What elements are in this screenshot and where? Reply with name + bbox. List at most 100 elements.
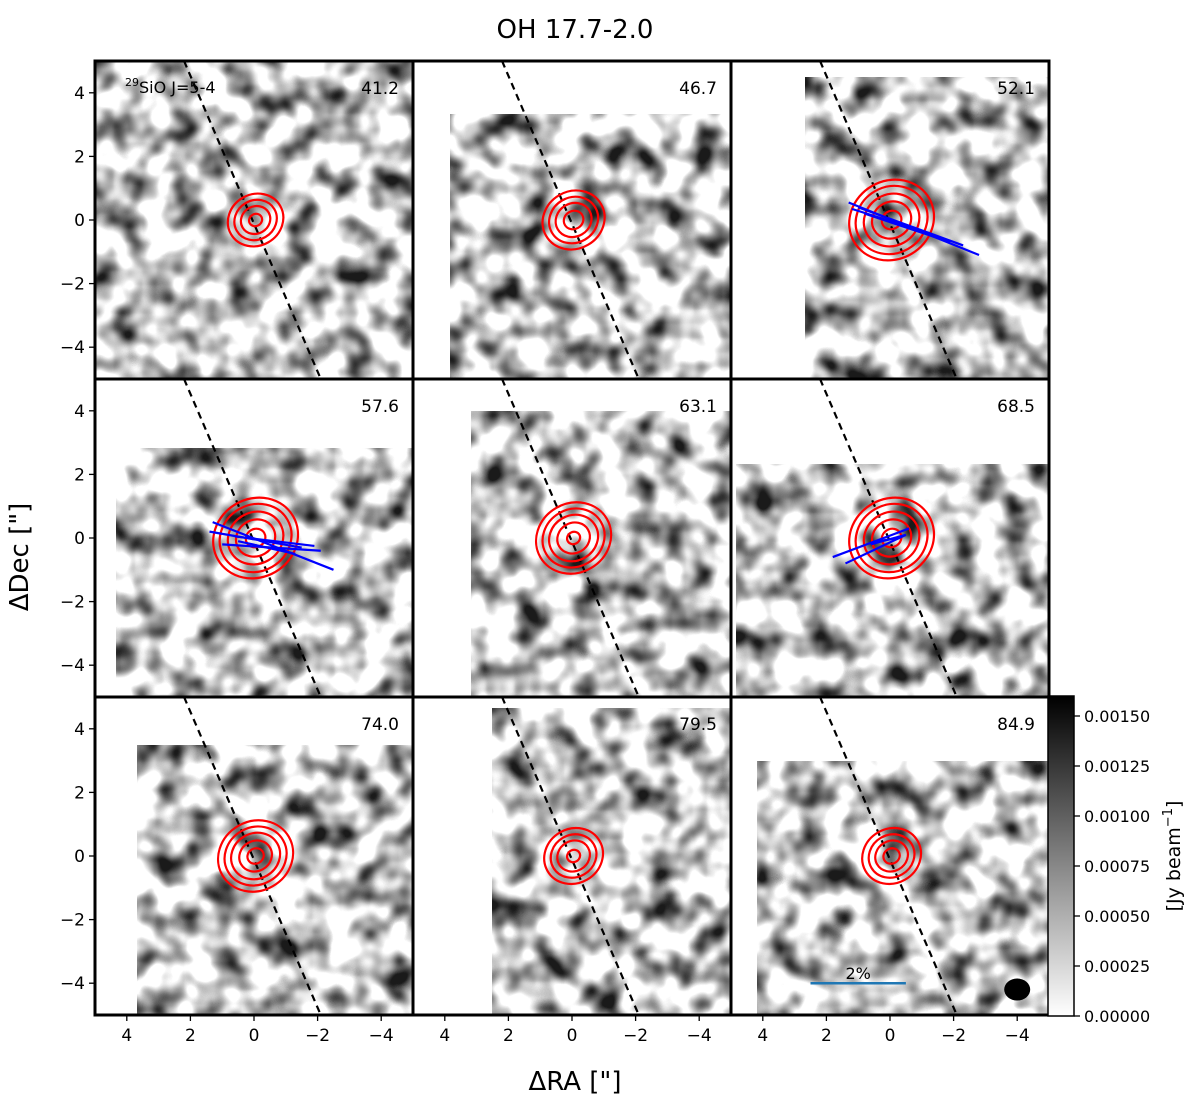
panel: 84.9 2% 4 2 0 −2 −4 — [729, 695, 1051, 1046]
colorbar-tick-label: 0.00100 — [1084, 807, 1150, 826]
molecule-label: 29SiO J=5-4 — [125, 76, 216, 97]
contour-line — [226, 510, 285, 566]
polarization-vector — [832, 527, 910, 559]
velocity-label: 57.6 — [361, 397, 399, 417]
polarization-vector — [237, 540, 296, 555]
contour-line — [247, 212, 264, 228]
figure-title: OH 17.7-2.0 — [497, 15, 654, 45]
panel-grid: 41.2 29SiO J=5-4 4 2 0 −2 −4 46.7 52.1 57.6 4 2 0 −2 −… — [60, 59, 1051, 1046]
contour-line — [230, 831, 282, 881]
y-tick-label: 2 — [74, 147, 85, 167]
x-tick-label: −2 — [941, 1026, 966, 1046]
contour-line — [543, 826, 605, 886]
x-tick-label: 4 — [121, 1026, 132, 1046]
contour-line — [216, 819, 295, 893]
colorbar-ticks: 0.00000 0.00025 0.00050 0.00075 0.00100 0.001… — [1074, 707, 1150, 1026]
panel: 41.2 29SiO J=5-4 4 2 0 −2 −4 — [60, 59, 415, 381]
outflow-axis-line — [501, 379, 640, 697]
intensity-map — [95, 61, 413, 379]
panel: 46.7 — [411, 59, 733, 381]
polarization-vector — [212, 521, 334, 571]
x-tick-label: −2 — [305, 1026, 330, 1046]
contour-line — [554, 201, 593, 239]
polarization-vector — [234, 535, 315, 548]
contour-line — [534, 501, 613, 575]
y-tick-label: 4 — [74, 402, 85, 422]
x-tick-label: 0 — [567, 1026, 578, 1046]
x-axis-label: ΔRA ["] — [528, 1067, 621, 1097]
y-tick-label: 0 — [74, 211, 85, 231]
intensity-map — [471, 411, 731, 697]
intensity-map — [137, 745, 413, 1015]
contour-line — [874, 839, 910, 873]
intensity-map — [116, 448, 413, 697]
velocity-label: 79.5 — [679, 715, 717, 735]
y-tick-label: −2 — [60, 275, 85, 295]
contour-line — [541, 507, 606, 569]
x-tick-label: −4 — [687, 1026, 712, 1046]
velocity-label: 52.1 — [997, 79, 1035, 99]
contour-line — [218, 502, 293, 574]
beam-ellipse — [1004, 978, 1031, 1001]
contour-line — [233, 198, 278, 242]
panel: 52.1 — [729, 59, 1051, 381]
x-tick-label: −4 — [369, 1026, 394, 1046]
y-tick-label: 2 — [74, 783, 85, 803]
contour-line — [882, 847, 901, 865]
contour-line — [880, 527, 903, 549]
colorbar-tick-label: 0.00150 — [1084, 707, 1150, 726]
y-tick-label: −2 — [60, 593, 85, 613]
colorbar-label-sup: −1 — [1161, 808, 1176, 827]
contour-line — [565, 530, 582, 546]
polarization-vector — [864, 212, 951, 244]
panel: 63.1 — [411, 377, 733, 699]
polarization-vector — [877, 536, 900, 543]
colorbar-gradient — [1047, 695, 1075, 1017]
y-tick-label: 0 — [74, 847, 85, 867]
colorbar-label-close: ] — [1163, 801, 1185, 808]
contour-line — [562, 209, 585, 231]
x-tick-label: 2 — [503, 1026, 514, 1046]
molecule-label-sup: 29 — [125, 76, 139, 89]
colorbar-label: [Jy beam−1] — [1161, 801, 1185, 912]
y-tick-label: 0 — [74, 529, 85, 549]
contour-line — [870, 200, 913, 240]
contour-line — [246, 847, 265, 865]
polarization-vector — [857, 206, 964, 247]
contour-line — [556, 839, 592, 873]
contour-line — [854, 184, 929, 256]
contour-line — [867, 833, 916, 879]
colorbar-tick-label: 0.00050 — [1084, 907, 1150, 926]
panel: 68.5 — [729, 377, 1051, 699]
contour-line — [862, 192, 921, 248]
scale-bar-label: 2% — [846, 964, 871, 983]
contour-line — [541, 189, 606, 251]
x-tick-label: 4 — [439, 1026, 450, 1046]
colorbar-tick-label: 0.00075 — [1084, 857, 1150, 876]
colorbar-tick-label: 0.00125 — [1084, 757, 1150, 776]
velocity-label: 74.0 — [361, 715, 399, 735]
intensity-map — [492, 708, 731, 1015]
contour-line — [238, 839, 274, 873]
contour-line — [861, 826, 923, 886]
contour-line — [565, 848, 582, 864]
contour-line — [870, 518, 913, 558]
colorbar-tick-label: 0.00000 — [1084, 1007, 1150, 1026]
velocity-label: 84.9 — [997, 715, 1035, 735]
y-axis-label: ΔDec ["] — [5, 503, 35, 612]
velocity-label: 63.1 — [679, 397, 717, 417]
x-tick-label: 4 — [757, 1026, 768, 1046]
velocity-label: 68.5 — [997, 397, 1035, 417]
contour-line — [548, 195, 600, 245]
x-tick-label: 0 — [885, 1026, 896, 1046]
panel: 57.6 4 2 0 −2 −4 — [60, 377, 415, 699]
outflow-axis-line — [501, 61, 640, 379]
contour-line — [548, 513, 600, 563]
y-tick-label: −2 — [60, 911, 85, 931]
colorbar: 0.00000 0.00025 0.00050 0.00075 0.00100 0.001… — [1047, 695, 1185, 1026]
contour-line — [212, 496, 300, 580]
contour-line — [239, 204, 272, 236]
contour-line — [848, 178, 936, 262]
y-tick-label: 4 — [74, 84, 85, 104]
